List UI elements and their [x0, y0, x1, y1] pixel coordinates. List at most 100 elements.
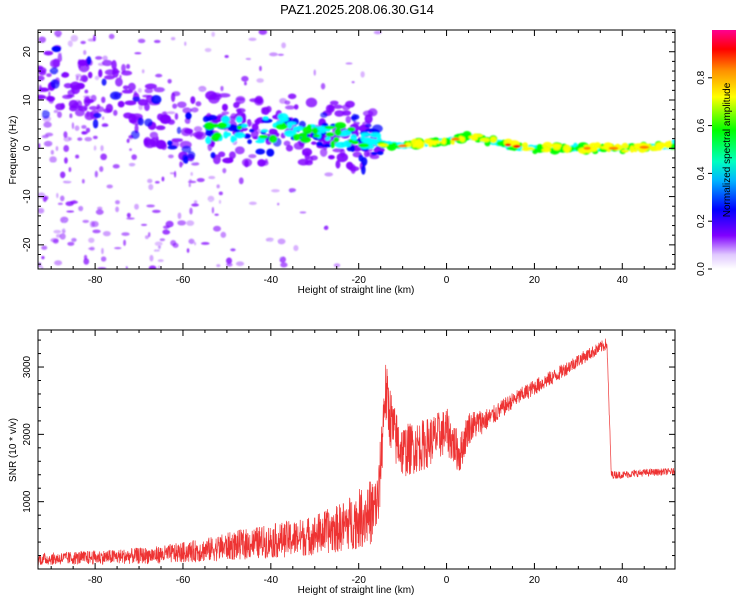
spectrogram-blob [269, 52, 278, 57]
spectrogram-blob [93, 145, 97, 152]
snr-x-tick-label: 20 [529, 575, 541, 586]
spectrogram-blob [220, 85, 224, 92]
spectrogram-blob [277, 238, 286, 245]
spectrogram-blob [316, 220, 326, 227]
spectrogram-blob [223, 131, 229, 139]
spectrogram-blob [40, 266, 44, 269]
spectrogram-blob [583, 146, 591, 150]
spectrogram-blob [61, 72, 70, 78]
spectrogram-blob [172, 103, 178, 109]
spectrogram-blob [313, 134, 321, 138]
snr-x-tick-label: 40 [617, 575, 629, 586]
spectrogram-blob [479, 137, 490, 143]
spectrogram-blob [259, 65, 262, 72]
spectrogram-blob [189, 120, 198, 123]
spectrogram-blob [188, 182, 191, 188]
spectrogram-blob [325, 132, 335, 137]
spectrogram-blob [304, 151, 310, 161]
spectrogram-blob [188, 238, 195, 245]
spectrogram-blob [211, 31, 216, 37]
spectrogram-blob [177, 212, 182, 220]
spectrogram-blob [98, 69, 103, 78]
spectrogram-blob [130, 130, 140, 140]
spectrogram-blob [53, 109, 59, 113]
spectrogram-blob [306, 227, 315, 235]
spectrogram-blob [51, 45, 62, 53]
spectrogram-blob [119, 74, 122, 79]
spectrogram-blob [153, 249, 160, 252]
spectrogram-blob [43, 121, 52, 128]
spectrogram-blob [69, 113, 73, 119]
spectrogram-blob [222, 157, 234, 164]
spectrogram-blob [235, 261, 245, 267]
spectrogram-blob [155, 73, 163, 78]
spectrogram-blob [184, 41, 187, 46]
spectrogram-blob [41, 245, 48, 250]
snr-x-axis-label: Height of straight line (km) [298, 585, 415, 596]
spectrogram-blob [505, 143, 512, 147]
spectrogram-blob [56, 192, 59, 199]
spectrogram-blob [334, 141, 347, 148]
spectrogram-blob [214, 213, 219, 216]
spectrogram-blob [114, 48, 120, 55]
spectrogram-blob [293, 104, 299, 110]
spectrogram-blob [63, 145, 70, 152]
spectrogram-blob [210, 152, 216, 159]
spectrogram-blob [137, 38, 146, 44]
spectrogram-blob [126, 63, 131, 69]
snr-x-tick-label: -60 [176, 575, 191, 586]
spectrogram-blob [106, 184, 113, 189]
spectrogram-blob [153, 87, 166, 93]
spectrogram-y-ticks: -20 -10 0 10 20 [22, 31, 675, 265]
spectrogram-blob [176, 126, 182, 134]
spectrogram-blob [137, 98, 149, 106]
spectrogram-blob [168, 228, 177, 231]
spectrogram-blob [77, 137, 83, 141]
spectrogram-blob [75, 75, 79, 81]
spectrogram-blob [65, 177, 71, 181]
snr-y-tick-label: 2000 [22, 423, 33, 446]
spectrogram-blob [74, 125, 80, 131]
spectrogram-blob [49, 163, 57, 171]
spectrogram-blob [153, 39, 161, 44]
spectrogram-blob [55, 146, 59, 151]
spectrogram-blob [102, 231, 111, 237]
spectrogram-blob [170, 36, 176, 41]
spectrogram-blob [113, 109, 118, 116]
spectrogram-blob [180, 127, 192, 137]
spectrogram-blob [75, 228, 78, 234]
spectrogram-blob [157, 265, 161, 269]
spectrogram-blob [176, 55, 182, 60]
spectrogram-blob [347, 127, 356, 132]
colorbar-tick-label: 0.4 [696, 166, 707, 180]
spectrogram-blob [144, 88, 154, 94]
spectrogram-blob [126, 217, 135, 220]
spectrogram-blob [55, 233, 61, 238]
snr-frame [37, 329, 676, 570]
spectrogram-blob [248, 201, 257, 206]
spectrogram-blob [71, 122, 75, 130]
spectrogram-blob [334, 122, 346, 130]
spectrogram-blob [168, 154, 174, 159]
spectrogram-blob [345, 161, 354, 170]
spectrogram-x-tick-label: 40 [617, 275, 629, 286]
spectrogram-blob [361, 165, 366, 175]
spectrogram-blob [218, 151, 226, 158]
spectrogram-blob [132, 96, 141, 102]
colorbar-tick-label: 0.0 [696, 262, 707, 276]
spectrogram-x-ticks: -80 -60 -40 -20 0 20 40 [50, 30, 667, 286]
spectrogram-blob [246, 118, 252, 127]
spectrogram-blob [92, 257, 100, 263]
spectrogram-blob [440, 139, 446, 145]
spectrogram-blob [123, 239, 126, 246]
spectrogram-blob [38, 94, 47, 100]
spectrogram-blob [144, 235, 149, 240]
spectrogram-blob [148, 183, 154, 191]
spectrogram-blob [206, 180, 214, 186]
spectrogram-blob [332, 148, 345, 153]
spectrogram-blob [365, 123, 372, 128]
spectrogram-blob [230, 248, 236, 252]
spectrogram-x-axis-label: Height of straight line (km) [298, 285, 415, 296]
spectrogram-blob [243, 133, 251, 139]
spectrogram-blob [198, 85, 207, 92]
